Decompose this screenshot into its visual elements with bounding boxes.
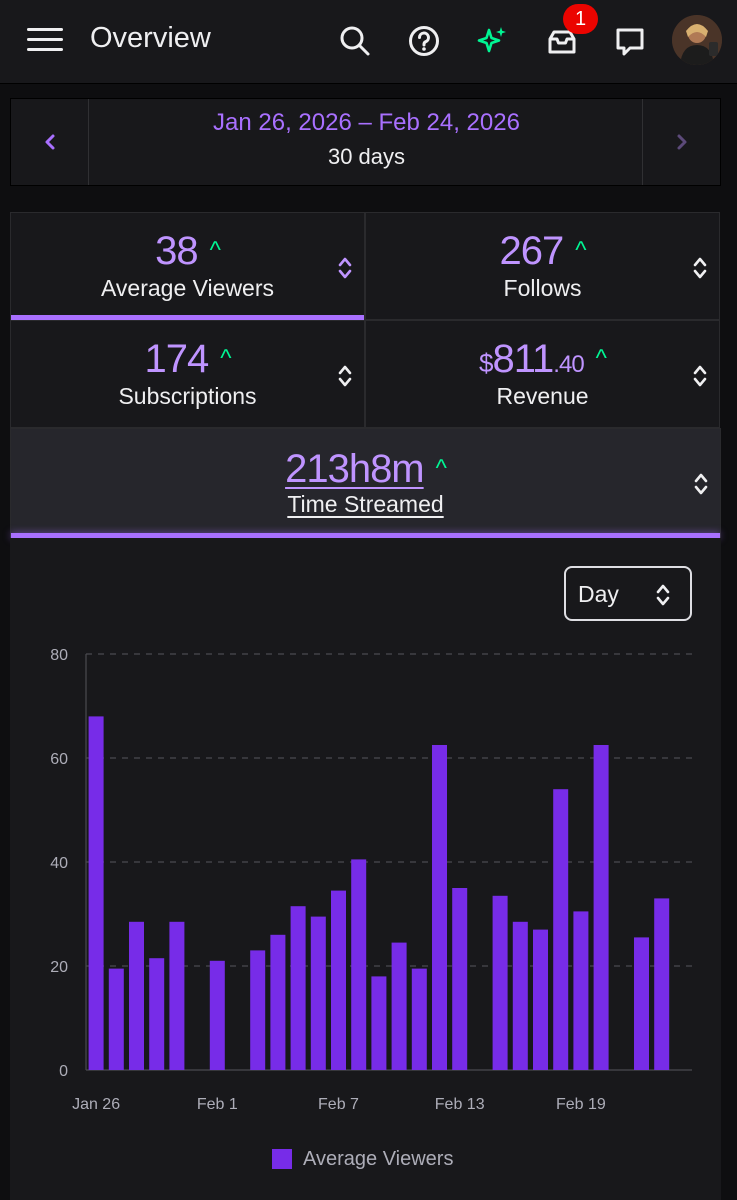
revenue-value: 811 [492,337,555,381]
subscriptions-value: 174 [144,337,209,381]
bar-jan-30[interactable] [169,921,185,1070]
sort-icon [693,257,707,279]
bar-feb-8[interactable] [351,859,367,1070]
notification-badge: 1 [563,4,598,34]
sort-icon [693,365,707,387]
y-tick-label: 60 [50,751,68,768]
subscriptions-label: Subscriptions [118,383,257,409]
time-streamed-label: Time Streamed [287,491,444,517]
revenue-label: Revenue [496,383,589,409]
date-range-days: 30 days [327,144,406,169]
average-viewers-label: Average Viewers [100,275,275,301]
bar-feb-12[interactable] [432,745,447,1070]
trend-up-icon: ^ [575,237,586,264]
x-tick-label: Feb 7 [318,1096,359,1113]
sort-icon [694,473,708,495]
bar-feb-11[interactable] [411,968,427,1070]
sort-icon [338,257,352,279]
y-tick-label: 0 [59,1063,68,1080]
stat-card-average-viewers[interactable]: 38 ^ Average Viewers [10,212,365,320]
date-range-picker: Jan 26, 2026 – Feb 24, 2026 30 days [10,98,721,186]
bar-feb-6[interactable] [310,916,326,1070]
revenue-cents: .40 [553,351,584,378]
bar-feb-22[interactable] [634,937,649,1070]
bar-feb-18[interactable] [553,789,569,1070]
bar-feb-9[interactable] [371,976,387,1070]
bar-feb-16[interactable] [512,921,528,1070]
bar-feb-19[interactable] [573,911,589,1070]
interval-select-value: Day [578,581,619,607]
top-bar: Overview 1 [0,0,737,84]
bar-jan-27[interactable] [108,968,124,1070]
stat-card-follows[interactable]: 267 ^ Follows [365,212,720,320]
bar-feb-7[interactable] [331,890,346,1070]
previous-range-button[interactable] [11,99,89,185]
stat-card-time-streamed[interactable]: 213h8m ^ Time Streamed [10,428,721,538]
stat-card-revenue[interactable]: $811.40 ^ Revenue [365,320,720,428]
stat-card-subscriptions[interactable]: 174 ^ Subscriptions [10,320,365,428]
bar-jan-26[interactable] [88,716,104,1070]
selected-indicator [11,315,364,320]
follows-value: 267 [499,229,564,273]
sort-icon [338,365,352,387]
bar-feb-15[interactable] [492,895,508,1070]
y-tick-label: 20 [50,959,68,976]
trend-up-icon: ^ [220,345,231,372]
legend-label: Average Viewers [303,1147,454,1170]
menu-icon[interactable] [27,26,63,54]
search-icon[interactable] [336,22,374,60]
x-tick-label: Feb 19 [556,1096,606,1113]
y-tick-label: 40 [50,855,68,872]
trend-up-icon: ^ [595,345,607,372]
bar-feb-13[interactable] [452,888,468,1070]
x-tick-label: Feb 13 [435,1096,485,1113]
bar-feb-17[interactable] [533,929,548,1070]
bar-feb-3[interactable] [250,950,266,1070]
chevron-left-icon [45,134,54,150]
select-arrows-icon [656,584,670,606]
selected-indicator [11,533,720,538]
trend-up-icon: ^ [209,237,221,264]
y-tick-label: 80 [50,647,68,664]
interval-select[interactable]: Day [564,566,692,621]
bar-feb-5[interactable] [290,906,306,1070]
follows-label: Follows [503,275,582,301]
bar-feb-23[interactable] [654,898,670,1070]
whisper-icon[interactable] [611,22,649,60]
page-title: Overview [90,22,211,54]
time-streamed-value: 213h8m [285,447,425,491]
bar-jan-29[interactable] [149,958,165,1070]
bar-feb-10[interactable] [391,942,407,1070]
legend-swatch [272,1149,292,1169]
bar-jan-28[interactable] [129,921,144,1070]
bar-feb-1[interactable] [209,960,225,1070]
x-tick-label: Jan 26 [72,1096,120,1113]
inbox-icon[interactable] [543,22,581,60]
next-range-button[interactable] [642,99,720,185]
x-tick-label: Feb 1 [197,1096,238,1113]
chart-legend[interactable]: Average Viewers [272,1146,453,1172]
avatar[interactable] [672,15,722,65]
trend-up-icon: ^ [435,455,447,482]
chevron-right-icon [677,134,686,150]
date-range-label[interactable]: Jan 26, 2026 – Feb 24, 2026 [213,109,520,136]
average-viewers-value: 38 [155,229,198,273]
revenue-currency: $ [479,348,494,378]
help-icon[interactable] [405,22,443,60]
bar-feb-4[interactable] [270,934,286,1070]
sparkle-icon[interactable] [473,22,511,60]
bar-feb-20[interactable] [593,745,609,1070]
